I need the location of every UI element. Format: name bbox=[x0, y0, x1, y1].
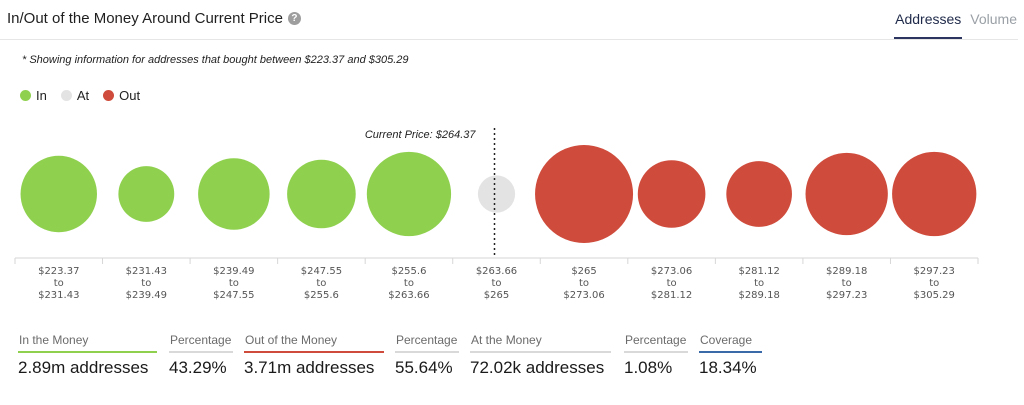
stat-value: 55.64% bbox=[395, 358, 453, 377]
stat-out-percentage: Percentage 55.64% bbox=[395, 333, 459, 378]
tick-label-from: $273.06 bbox=[651, 266, 692, 277]
legend-label-in: In bbox=[36, 88, 47, 103]
page-title: In/Out of the Money Around Current Price… bbox=[7, 10, 301, 27]
tick-label-to-word: to bbox=[754, 278, 764, 289]
tick-label-to-word: to bbox=[54, 278, 64, 289]
legend-dot-at bbox=[60, 90, 72, 101]
tick-label-to-word: to bbox=[404, 278, 414, 289]
tick-label-to: $263.66 bbox=[388, 290, 429, 301]
stat-coverage: Coverage 18.34% bbox=[699, 333, 762, 378]
tick-label-from: $239.49 bbox=[213, 266, 254, 277]
stat-label: At the Money bbox=[471, 333, 542, 347]
help-icon[interactable]: ? bbox=[287, 12, 301, 25]
tick-label-to: $231.43 bbox=[38, 290, 79, 301]
stat-label: Out of the Money bbox=[245, 333, 338, 347]
stat-rule bbox=[244, 351, 384, 353]
tick-label-from: $255.6 bbox=[391, 266, 426, 277]
legend-dot-out bbox=[103, 90, 115, 101]
stat-rule bbox=[624, 351, 688, 353]
tick-label-to-word: to bbox=[842, 278, 852, 289]
range-note: * Showing information for addresses that… bbox=[22, 54, 409, 66]
stat-rule bbox=[18, 351, 157, 353]
bubble-in bbox=[198, 158, 270, 230]
tick-label-to-word: to bbox=[141, 278, 151, 289]
tick-label-from: $289.18 bbox=[826, 266, 867, 277]
tick-label-to: $247.55 bbox=[213, 290, 254, 301]
bubble-in bbox=[366, 151, 452, 237]
bubble-out bbox=[892, 151, 977, 237]
stat-value: 72.02k addresses bbox=[470, 358, 605, 377]
tick-label-to-word: to bbox=[579, 278, 589, 289]
stat-value: 43.29% bbox=[169, 358, 227, 377]
header: In/Out of the Money Around Current Price… bbox=[0, 0, 1024, 40]
bubble-out bbox=[805, 152, 888, 236]
tick-label-from: $281.12 bbox=[738, 266, 779, 277]
bubble-out bbox=[726, 161, 792, 227]
tick-label-to: $273.06 bbox=[563, 290, 604, 301]
stat-at-percentage: Percentage 1.08% bbox=[624, 333, 688, 378]
stat-value: 1.08% bbox=[624, 358, 673, 377]
tick-label-to: $305.29 bbox=[914, 290, 955, 301]
stat-label: Coverage bbox=[700, 333, 753, 347]
tab-addresses[interactable]: Addresses bbox=[894, 0, 963, 39]
stat-label: In the Money bbox=[19, 333, 89, 347]
tick-label-to-word: to bbox=[929, 278, 939, 289]
tab-bar: Addresses Volume bbox=[886, 0, 1017, 39]
tick-label-to: $239.49 bbox=[126, 290, 167, 301]
stat-value: 2.89m addresses bbox=[18, 358, 149, 377]
stat-rule bbox=[470, 351, 611, 353]
page-title-text: In/Out of the Money Around Current Price bbox=[7, 10, 283, 27]
stat-in-the-money: In the Money 2.89m addresses bbox=[18, 333, 157, 378]
stat-rule bbox=[395, 351, 459, 353]
bubble-out bbox=[535, 145, 634, 243]
tick-label-from: $263.66 bbox=[476, 266, 517, 277]
legend-item-in[interactable]: In bbox=[20, 88, 47, 103]
tick-label-from: $297.23 bbox=[914, 266, 955, 277]
tick-label-to: $281.12 bbox=[651, 290, 692, 301]
chart-legend: In At Out bbox=[20, 88, 154, 103]
stat-label: Percentage bbox=[396, 333, 458, 347]
current-price-label: Current Price: $264.37 bbox=[365, 129, 477, 141]
bubble-at bbox=[477, 175, 516, 213]
stat-label: Percentage bbox=[625, 333, 687, 347]
tick-label-to-word: to bbox=[316, 278, 326, 289]
tab-volume[interactable]: Volume bbox=[970, 11, 1017, 27]
header-divider bbox=[0, 39, 1018, 40]
legend-item-out[interactable]: Out bbox=[103, 88, 140, 103]
stats-bar: In the Money 2.89m addresses Percentage … bbox=[0, 333, 1024, 393]
bubble-in bbox=[20, 155, 97, 233]
tick-label-from: $223.37 bbox=[38, 266, 79, 277]
legend-label-at: At bbox=[76, 88, 90, 103]
legend-item-at[interactable]: At bbox=[60, 88, 90, 103]
tick-label-to-word: to bbox=[491, 278, 501, 289]
tick-label-to-word: to bbox=[229, 278, 239, 289]
bubble-in bbox=[118, 166, 175, 222]
stat-label: Percentage bbox=[170, 333, 232, 347]
tick-label-to-word: to bbox=[667, 278, 677, 289]
tick-label-to: $255.6 bbox=[304, 290, 339, 301]
stat-at-the-money: At the Money 72.02k addresses bbox=[470, 333, 611, 378]
tick-label-from: $247.55 bbox=[301, 266, 342, 277]
bubble-out bbox=[637, 160, 706, 228]
stat-rule bbox=[699, 351, 762, 353]
stat-out-of-the-money: Out of the Money 3.71m addresses bbox=[244, 333, 384, 378]
stat-in-percentage: Percentage 43.29% bbox=[169, 333, 233, 378]
legend-label-out: Out bbox=[119, 88, 141, 103]
tick-label-to: $265 bbox=[484, 290, 509, 301]
stat-value: 3.71m addresses bbox=[244, 358, 375, 377]
tick-label-to: $289.18 bbox=[738, 290, 779, 301]
stat-rule bbox=[169, 351, 233, 353]
bubble-chart: $223.37to$231.43$231.43to$239.49$239.49t… bbox=[14, 128, 979, 301]
tick-label-to: $297.23 bbox=[826, 290, 867, 301]
stat-value: 18.34% bbox=[699, 358, 757, 377]
tick-label-from: $231.43 bbox=[126, 266, 167, 277]
legend-dot-in bbox=[20, 90, 31, 101]
bubble-in bbox=[287, 159, 356, 229]
tick-label-from: $265 bbox=[571, 266, 596, 277]
